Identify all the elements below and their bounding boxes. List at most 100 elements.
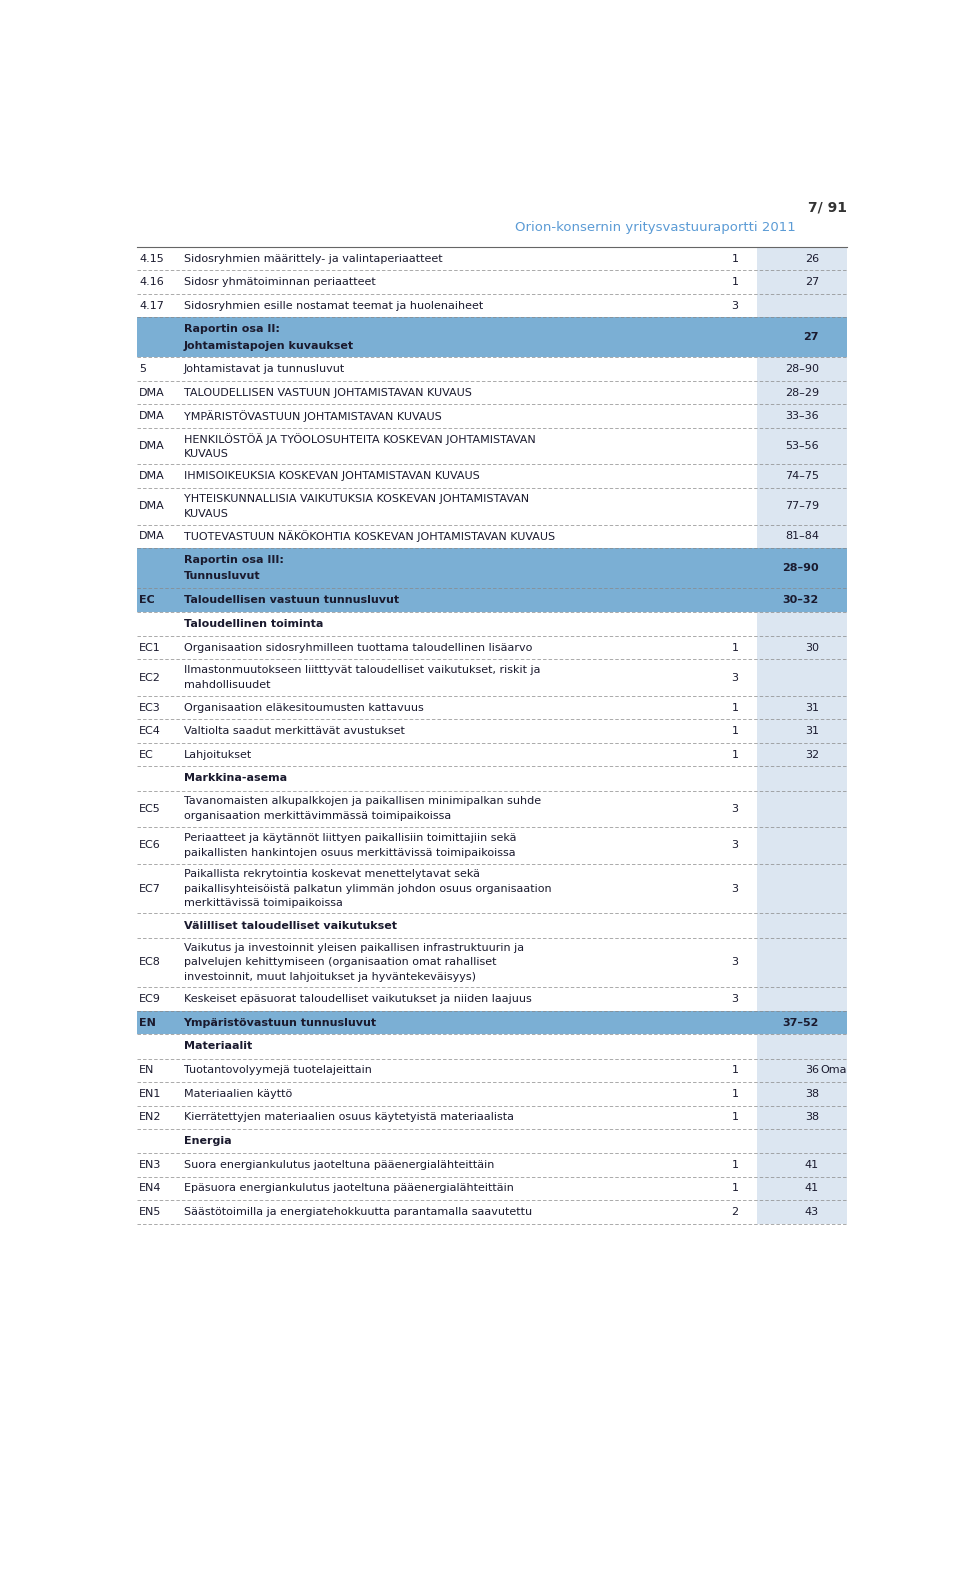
Text: 5: 5 (139, 364, 146, 373)
Bar (757, 913, 847, 937)
Text: 4.17: 4.17 (139, 300, 164, 311)
Bar (757, 1128, 847, 1154)
Text: Periaatteet ja käytännöt liittyen paikallisiin toimittajiin sekä: Periaatteet ja käytännöt liittyen paikal… (183, 833, 516, 843)
Text: Markkina-asema: Markkina-asema (183, 774, 287, 784)
Bar (757, 270, 847, 294)
Bar (757, 1034, 847, 1058)
Text: 3: 3 (732, 804, 738, 814)
Text: 3: 3 (732, 841, 738, 851)
Text: 3: 3 (732, 672, 738, 683)
Bar (757, 635, 847, 659)
Text: 33–36: 33–36 (785, 412, 819, 421)
Text: Vaikutus ja investoinnit yleisen paikallisen infrastruktuurin ja: Vaikutus ja investoinnit yleisen paikall… (183, 943, 523, 953)
Text: Tunnusluvut: Tunnusluvut (183, 571, 260, 581)
Text: 1: 1 (732, 278, 738, 287)
Text: DMA: DMA (139, 471, 165, 482)
Text: Raportin osa II:: Raportin osa II: (183, 324, 279, 334)
Text: Johtamistavat ja tunnusluvut: Johtamistavat ja tunnusluvut (183, 364, 345, 373)
Bar (757, 1106, 847, 1128)
Text: Sidosr yhmätoiminnan periaatteet: Sidosr yhmätoiminnan periaatteet (183, 278, 375, 287)
Text: EN3: EN3 (139, 1160, 161, 1170)
Text: DMA: DMA (139, 412, 165, 421)
Bar (757, 464, 847, 488)
Text: 26: 26 (804, 254, 819, 263)
Text: Ympäristövastuun tunnusluvut: Ympäristövastuun tunnusluvut (183, 1018, 376, 1028)
Text: EN: EN (139, 1018, 156, 1028)
Text: 1: 1 (732, 1065, 738, 1076)
Bar (757, 863, 847, 913)
Text: 43: 43 (804, 1207, 819, 1218)
Text: 77–79: 77–79 (785, 501, 819, 511)
Text: Taloudellisen vastuun tunnusluvut: Taloudellisen vastuun tunnusluvut (183, 595, 398, 605)
Text: Materiaalit: Materiaalit (183, 1042, 252, 1052)
Text: EN4: EN4 (139, 1184, 162, 1194)
Bar (137, 1010, 847, 1034)
Text: 31: 31 (805, 726, 819, 736)
Text: EC6: EC6 (139, 841, 161, 851)
Text: 28–90: 28–90 (782, 563, 819, 573)
Bar (757, 1154, 847, 1176)
Text: 3: 3 (732, 884, 738, 894)
Bar (757, 525, 847, 547)
Text: Taloudellinen toiminta: Taloudellinen toiminta (183, 619, 323, 629)
Bar (757, 488, 847, 525)
Bar (757, 611, 847, 635)
Bar (757, 827, 847, 863)
Text: 28–29: 28–29 (785, 388, 819, 397)
Text: 1: 1 (732, 726, 738, 736)
Text: 32: 32 (804, 750, 819, 760)
Text: 1: 1 (732, 643, 738, 653)
Bar (757, 381, 847, 404)
Text: KUVAUS: KUVAUS (183, 509, 228, 519)
Text: Energia: Energia (183, 1136, 231, 1146)
Text: EC1: EC1 (139, 643, 161, 653)
Text: YMPÄRISTÖVASTUUN JOHTAMISTAVAN KUVAUS: YMPÄRISTÖVASTUUN JOHTAMISTAVAN KUVAUS (183, 410, 442, 421)
Text: Organisaation sidosryhmilleen tuottama taloudellinen lisäarvo: Organisaation sidosryhmilleen tuottama t… (183, 643, 532, 653)
Text: DMA: DMA (139, 388, 165, 397)
Text: Ilmastonmuutokseen liitttyvät taloudelliset vaikutukset, riskit ja: Ilmastonmuutokseen liitttyvät taloudelli… (183, 666, 540, 675)
Text: organisaation merkittävimmässä toimipaikoissa: organisaation merkittävimmässä toimipaik… (183, 811, 451, 822)
Text: 4.15: 4.15 (139, 254, 164, 263)
Bar (757, 742, 847, 766)
Text: paikallisyhteisöistä palkatun ylimmän johdon osuus organisaation: paikallisyhteisöistä palkatun ylimmän jo… (183, 884, 551, 894)
Text: IHMISOIKEUKSIA KOSKEVAN JOHTAMISTAVAN KUVAUS: IHMISOIKEUKSIA KOSKEVAN JOHTAMISTAVAN KU… (183, 471, 479, 482)
Bar (757, 1082, 847, 1106)
Text: Materiaalien käyttö: Materiaalien käyttö (183, 1088, 292, 1098)
Text: 7/ 91: 7/ 91 (808, 201, 847, 215)
Text: EN5: EN5 (139, 1207, 161, 1218)
Bar (757, 318, 847, 358)
Text: EC5: EC5 (139, 804, 161, 814)
Bar (757, 1200, 847, 1224)
Text: EC2: EC2 (139, 672, 161, 683)
Text: Suora energiankulutus jaoteltuna pääenergialähteittäin: Suora energiankulutus jaoteltuna pääener… (183, 1160, 494, 1170)
Bar (757, 937, 847, 988)
Text: EC7: EC7 (139, 884, 161, 894)
Text: paikallisten hankintojen osuus merkittävissä toimipaikoissa: paikallisten hankintojen osuus merkittäv… (183, 847, 516, 859)
Text: HENKILÖSTÖÄ JA TYÖOLOSUHTEITA KOSKEVAN JOHTAMISTAVAN: HENKILÖSTÖÄ JA TYÖOLOSUHTEITA KOSKEVAN J… (183, 433, 536, 445)
Text: 31: 31 (805, 702, 819, 712)
Bar (757, 247, 847, 270)
Bar (757, 404, 847, 428)
Text: EC8: EC8 (139, 958, 161, 967)
Text: 53–56: 53–56 (785, 440, 819, 452)
Text: 30–32: 30–32 (782, 595, 819, 605)
Text: Keskeiset epäsuorat taloudelliset vaikutukset ja niiden laajuus: Keskeiset epäsuorat taloudelliset vaikut… (183, 994, 531, 1004)
Text: EN2: EN2 (139, 1112, 162, 1122)
Text: 30: 30 (805, 643, 819, 653)
Text: 28–90: 28–90 (785, 364, 819, 373)
Bar (757, 766, 847, 790)
Text: 81–84: 81–84 (785, 531, 819, 541)
Bar (757, 294, 847, 318)
Text: Valtiolta saadut merkittävät avustukset: Valtiolta saadut merkittävät avustukset (183, 726, 404, 736)
Text: Välilliset taloudelliset vaikutukset: Välilliset taloudelliset vaikutukset (183, 921, 396, 930)
Text: DMA: DMA (139, 501, 165, 511)
Text: 37–52: 37–52 (782, 1018, 819, 1028)
Bar (757, 720, 847, 742)
Bar (757, 659, 847, 696)
Text: EC3: EC3 (139, 702, 161, 712)
Text: mahdollisuudet: mahdollisuudet (183, 680, 270, 689)
Text: Kierrätettyjen materiaalien osuus käytetyistä materiaalista: Kierrätettyjen materiaalien osuus käytet… (183, 1112, 514, 1122)
Bar (757, 358, 847, 381)
Bar (757, 547, 847, 587)
Text: Epäsuora energiankulutus jaoteltuna pääenergialähteittäin: Epäsuora energiankulutus jaoteltuna pääe… (183, 1184, 514, 1194)
